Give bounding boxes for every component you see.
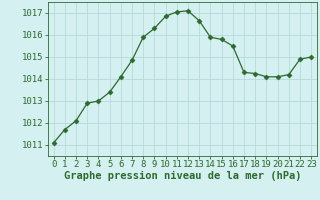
X-axis label: Graphe pression niveau de la mer (hPa): Graphe pression niveau de la mer (hPa) xyxy=(64,171,301,181)
